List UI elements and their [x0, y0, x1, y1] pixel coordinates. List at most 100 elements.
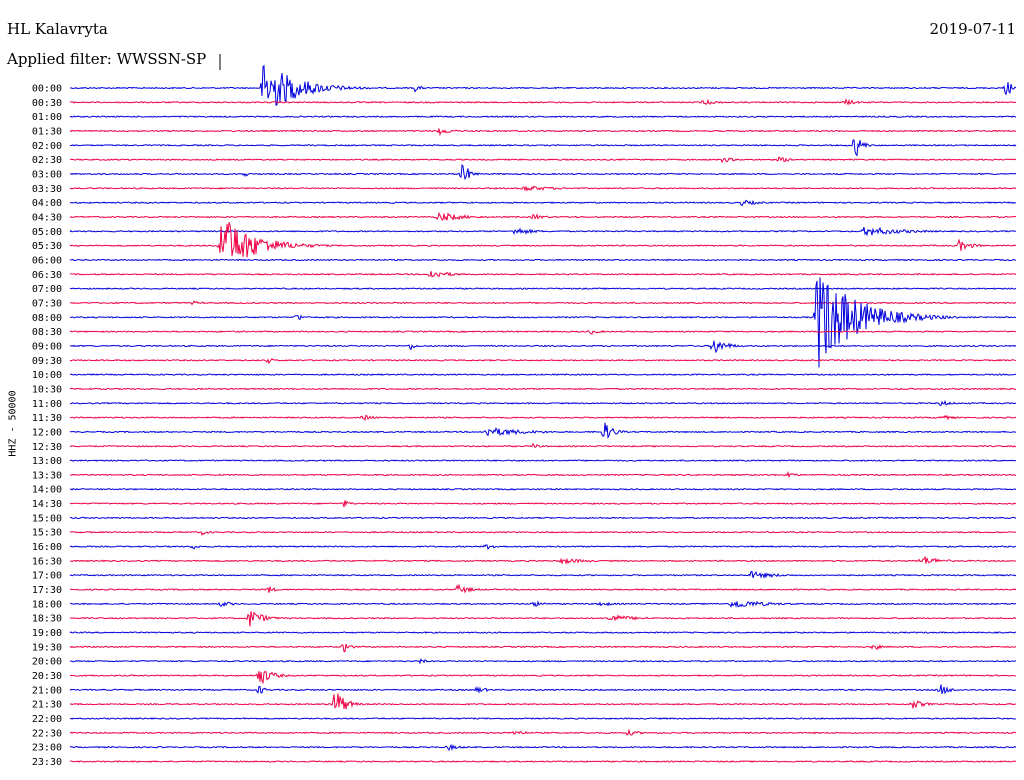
trace-1830 — [69, 611, 1017, 627]
time-label-0700: 07:00 — [32, 284, 62, 295]
time-label-1000: 10:00 — [32, 370, 62, 381]
trace-2030 — [69, 670, 1017, 685]
time-label-1230: 12:30 — [32, 442, 62, 453]
trace-0230 — [69, 156, 1017, 164]
trace-2130 — [69, 693, 1017, 710]
trace-0930 — [69, 357, 1017, 365]
trace-0130 — [69, 128, 1017, 137]
time-label-2100: 21:00 — [32, 685, 62, 696]
trace-1800 — [69, 600, 1017, 608]
time-label-1800: 18:00 — [32, 599, 62, 610]
time-label-0200: 02:00 — [32, 141, 62, 152]
time-label-2130: 21:30 — [32, 700, 62, 711]
trace-2200 — [69, 717, 1017, 720]
time-label-0100: 01:00 — [32, 112, 62, 123]
trace-0800 — [69, 277, 1017, 368]
time-label-1730: 17:30 — [32, 585, 62, 596]
time-label-1930: 19:30 — [32, 642, 62, 653]
trace-1430 — [69, 500, 1017, 508]
time-label-0130: 01:30 — [32, 126, 62, 137]
time-label-0600: 06:00 — [32, 255, 62, 266]
trace-2100 — [69, 684, 1017, 695]
time-label-1300: 13:00 — [32, 456, 62, 467]
time-label-0430: 04:30 — [32, 212, 62, 223]
trace-1230 — [69, 442, 1017, 449]
trace-0630 — [69, 271, 1017, 278]
time-label-2330: 23:30 — [32, 757, 62, 768]
time-label-1330: 13:30 — [32, 470, 62, 481]
time-label-2230: 22:30 — [32, 728, 62, 739]
record-date: 2019-07-11 — [929, 20, 1016, 38]
trace-1330 — [69, 470, 1017, 479]
trace-1700 — [69, 570, 1017, 580]
trace-0500 — [69, 226, 1017, 237]
time-label-2200: 22:00 — [32, 714, 62, 725]
trace-1200 — [69, 422, 1017, 439]
time-label-0900: 09:00 — [32, 341, 62, 352]
time-label-0630: 06:30 — [32, 270, 62, 281]
trace-1500 — [69, 516, 1017, 520]
trace-0530 — [69, 222, 1017, 258]
trace-0900 — [69, 340, 1017, 354]
time-label-1600: 16:00 — [32, 542, 62, 553]
trace-0200 — [69, 139, 1017, 157]
trace-0300 — [69, 163, 1017, 181]
time-label-0830: 08:30 — [32, 327, 62, 338]
trace-0830 — [69, 329, 1017, 335]
time-label-2300: 23:00 — [32, 743, 62, 754]
time-label-2030: 20:30 — [32, 671, 62, 682]
trace-0430 — [69, 211, 1017, 221]
time-label-0530: 05:30 — [32, 241, 62, 252]
time-label-1700: 17:00 — [32, 571, 62, 582]
time-label-1830: 18:30 — [32, 614, 62, 625]
time-label-1630: 16:30 — [32, 556, 62, 567]
trace-2330 — [69, 760, 1017, 763]
time-label-1200: 12:00 — [32, 427, 62, 438]
time-label-0930: 09:30 — [32, 356, 62, 367]
trace-1300 — [69, 459, 1017, 462]
time-label-0800: 08:00 — [32, 313, 62, 324]
time-label-1900: 19:00 — [32, 628, 62, 639]
trace-2000 — [69, 658, 1017, 665]
trace-1000 — [69, 373, 1017, 376]
trace-1730 — [69, 583, 1017, 594]
trace-0600 — [69, 258, 1017, 262]
trace-2300 — [69, 743, 1017, 752]
trace-1600 — [69, 544, 1017, 551]
time-label-0500: 05:00 — [32, 227, 62, 238]
time-label-2000: 20:00 — [32, 657, 62, 668]
trace-0100 — [69, 115, 1017, 118]
trace-1630 — [69, 555, 1017, 565]
trace-0400 — [69, 199, 1017, 207]
applied-filter-label: Applied filter: WWSSN-SP — [7, 50, 207, 68]
time-label-0000: 00:00 — [32, 84, 62, 95]
trace-0000 — [69, 64, 1017, 107]
station-name: HL Kalavryta — [7, 20, 108, 38]
time-label-0330: 03:30 — [32, 184, 62, 195]
time-label-0400: 04:00 — [32, 198, 62, 209]
trace-0330 — [69, 185, 1017, 192]
trace-1530 — [69, 530, 1017, 536]
time-label-1430: 14:30 — [32, 499, 62, 510]
time-label-1400: 14:00 — [32, 485, 62, 496]
trace-1130 — [69, 414, 1017, 422]
trace-1100 — [69, 399, 1017, 406]
trace-0700 — [69, 287, 1017, 290]
time-label-1030: 10:30 — [32, 384, 62, 395]
time-label-0730: 07:30 — [32, 298, 62, 309]
time-label-0230: 02:30 — [32, 155, 62, 166]
time-label-1500: 15:00 — [32, 513, 62, 524]
trace-0730 — [69, 300, 1017, 306]
trace-0030 — [69, 98, 1017, 106]
time-label-1530: 15:30 — [32, 528, 62, 539]
trace-1930 — [69, 643, 1017, 653]
trace-1900 — [69, 631, 1017, 634]
time-label-1100: 11:00 — [32, 399, 62, 410]
trace-2230 — [69, 728, 1017, 736]
time-label-0300: 03:00 — [32, 169, 62, 180]
trace-1030 — [69, 387, 1017, 391]
time-label-1130: 11:30 — [32, 413, 62, 424]
time-label-0030: 00:30 — [32, 98, 62, 109]
trace-1400 — [69, 487, 1017, 491]
